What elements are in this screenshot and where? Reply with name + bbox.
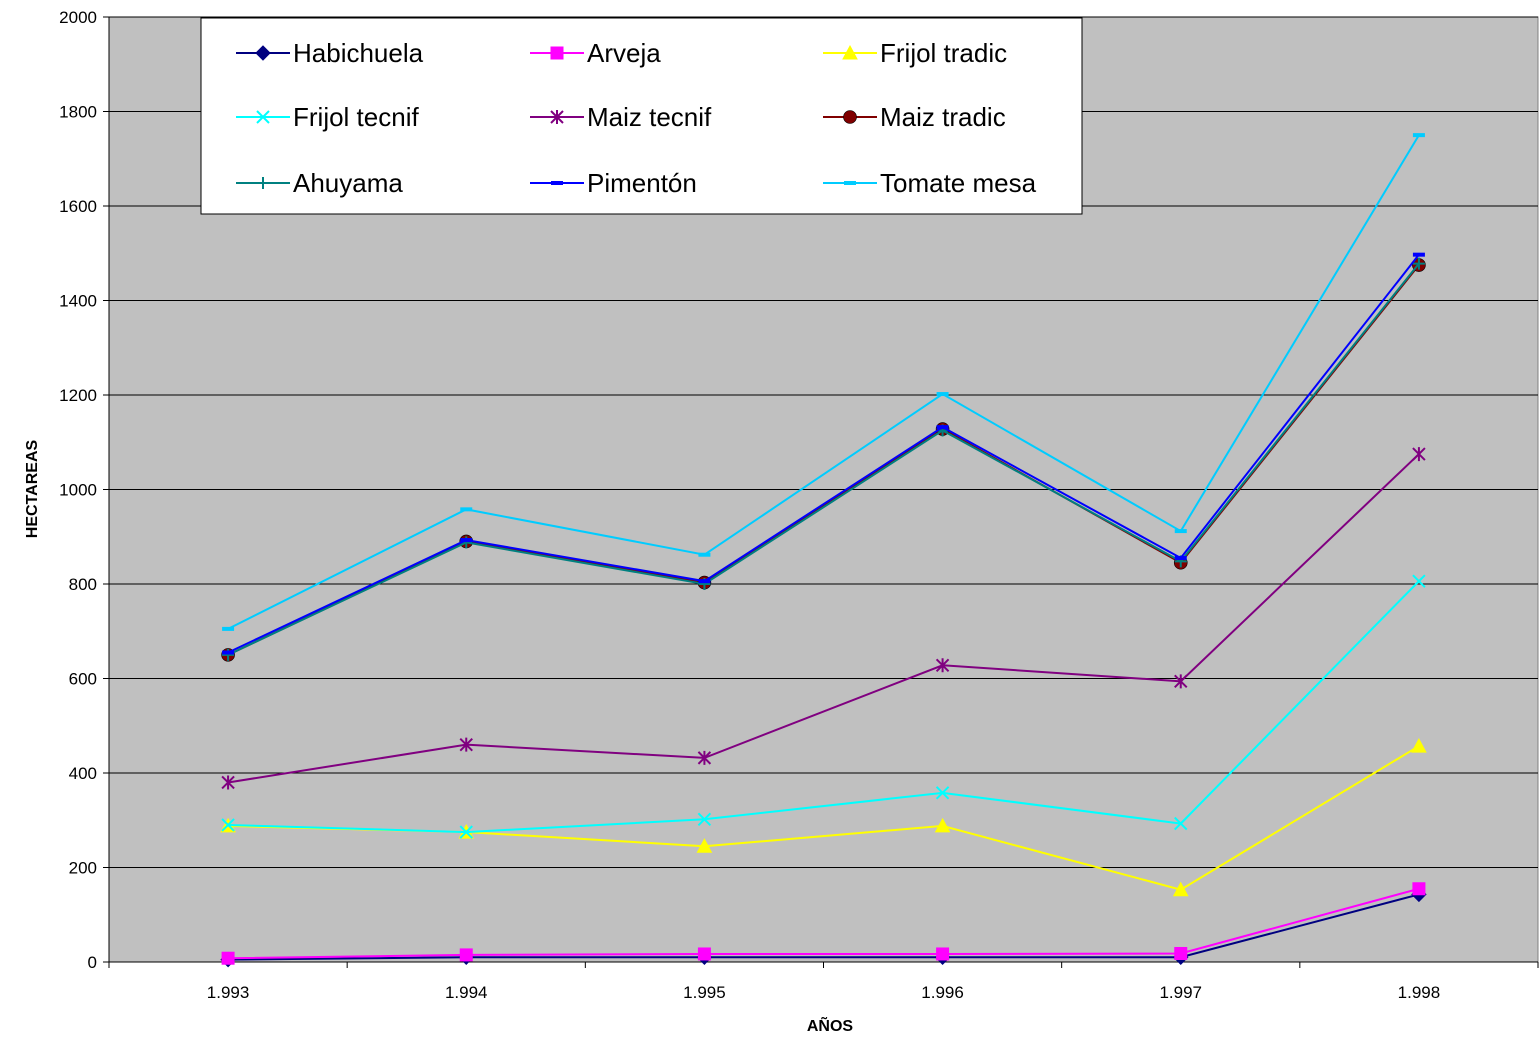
y-tick-label: 1400: [59, 292, 97, 311]
y-tick-label: 400: [69, 764, 97, 783]
legend-item-maiz-tecnif: Maiz tecnif: [530, 102, 712, 132]
data-point: [222, 626, 235, 631]
x-tick-label: 1.993: [207, 983, 250, 1002]
data-point: [696, 838, 713, 853]
data-point: [1412, 133, 1425, 138]
y-tick-label: 1200: [59, 386, 97, 405]
legend-label: Pimentón: [587, 168, 697, 198]
y-axis-title: HECTAREAS: [24, 439, 41, 538]
y-tick-label: 800: [69, 575, 97, 594]
data-point: [935, 658, 950, 673]
legend-item-arveja: Arveja: [530, 38, 661, 68]
legend-marker: [843, 110, 857, 124]
y-tick-label: 200: [69, 859, 97, 878]
data-point: [1174, 556, 1187, 561]
data-point: [460, 507, 473, 512]
series-line: [227, 134, 1420, 630]
legend-marker: [550, 110, 564, 124]
data-point: [1412, 574, 1426, 588]
series-tomate-mesa: [222, 133, 1425, 631]
y-tick-label: 600: [69, 670, 97, 689]
legend-label: Arveja: [587, 38, 661, 68]
data-point: [936, 392, 949, 397]
series-frijol-tecnif: [221, 574, 1426, 839]
series-layer: [220, 133, 1427, 968]
series-line: [228, 893, 1420, 961]
legend-item-piment-n: Pimentón: [530, 168, 697, 198]
data-point: [1174, 529, 1187, 534]
x-tick-label: 1.996: [921, 983, 964, 1002]
x-tick-label: 1.998: [1398, 983, 1441, 1002]
x-tick-label: 1.995: [683, 983, 726, 1002]
legend-label: Ahuyama: [293, 168, 403, 198]
legend-item-ahuyama: Ahuyama: [236, 168, 403, 198]
legend: Habichuela Arveja Frijol tradic Frijol tecn…: [200, 17, 1083, 215]
data-point: [698, 552, 711, 557]
legend-item-habichuela: Habichuela: [236, 38, 424, 68]
y-tick-label: 2000: [59, 8, 97, 27]
data-point: [697, 812, 712, 827]
legend-marker: [844, 181, 856, 185]
axes: 0 200 400 600 800 1000 1200 1400 1600 1800 2000 1.9…: [59, 8, 1539, 1002]
legend-marker: [551, 181, 563, 185]
data-point: [1412, 257, 1425, 270]
data-point: [1174, 946, 1188, 960]
x-tick-label: 1.994: [445, 983, 488, 1002]
legend-marker: [842, 44, 858, 60]
data-point: [459, 948, 473, 962]
series-line: [228, 887, 1420, 960]
series-maiz-tecnif: [221, 447, 1426, 790]
legend-item-tomate-mesa: Tomate mesa: [823, 168, 1037, 198]
legend-box: [200, 17, 1083, 215]
legend-marker: [550, 46, 564, 60]
legend-marker: [257, 177, 269, 189]
legend-item-maiz-tradic: Maiz tradic: [823, 102, 1006, 132]
legend-label: Frijol tecnif: [293, 102, 419, 132]
data-point: [697, 750, 712, 765]
data-point: [697, 947, 711, 961]
y-tick-label: 0: [88, 953, 97, 972]
legend-label: Habichuela: [293, 38, 424, 68]
data-point: [1172, 881, 1189, 897]
legend-marker: [255, 45, 271, 61]
data-point: [935, 786, 950, 800]
x-axis-title: AÑOS: [807, 1015, 854, 1035]
data-point: [698, 579, 711, 584]
data-point: [221, 818, 235, 832]
data-point: [936, 425, 949, 430]
series-line: [227, 254, 1420, 654]
data-point: [1412, 882, 1426, 896]
legend-label: Maiz tradic: [880, 102, 1006, 132]
data-point: [936, 947, 950, 961]
legend-item-frijol-tradic: Frijol tradic: [823, 38, 1007, 68]
legend-item-frijol-tecnif: Frijol tecnif: [236, 102, 419, 132]
legend-label: Frijol tradic: [880, 38, 1007, 68]
series-line: [228, 580, 1420, 834]
data-point: [459, 825, 473, 839]
data-point: [1174, 674, 1188, 689]
legend-label: Maiz tecnif: [587, 102, 712, 132]
data-point: [460, 538, 473, 543]
data-point: [222, 650, 235, 655]
series-line: [227, 263, 1420, 656]
legend-label: Tomate mesa: [880, 168, 1037, 198]
y-tick-label: 1000: [59, 481, 97, 500]
series-piment-n: [222, 252, 1425, 655]
data-point: [1174, 816, 1188, 831]
series-line: [227, 453, 1420, 784]
legend-marker: [256, 110, 270, 124]
data-point: [221, 775, 235, 790]
data-point: [1411, 738, 1427, 753]
data-point: [934, 817, 951, 833]
x-tick-label: 1.997: [1159, 983, 1202, 1002]
data-point: [1412, 447, 1426, 462]
y-tick-label: 1800: [59, 103, 97, 122]
data-point: [221, 951, 235, 965]
data-point: [1412, 252, 1425, 257]
data-point: [459, 737, 473, 752]
y-tick-label: 1600: [59, 197, 97, 216]
series-arveja: [221, 882, 1426, 965]
